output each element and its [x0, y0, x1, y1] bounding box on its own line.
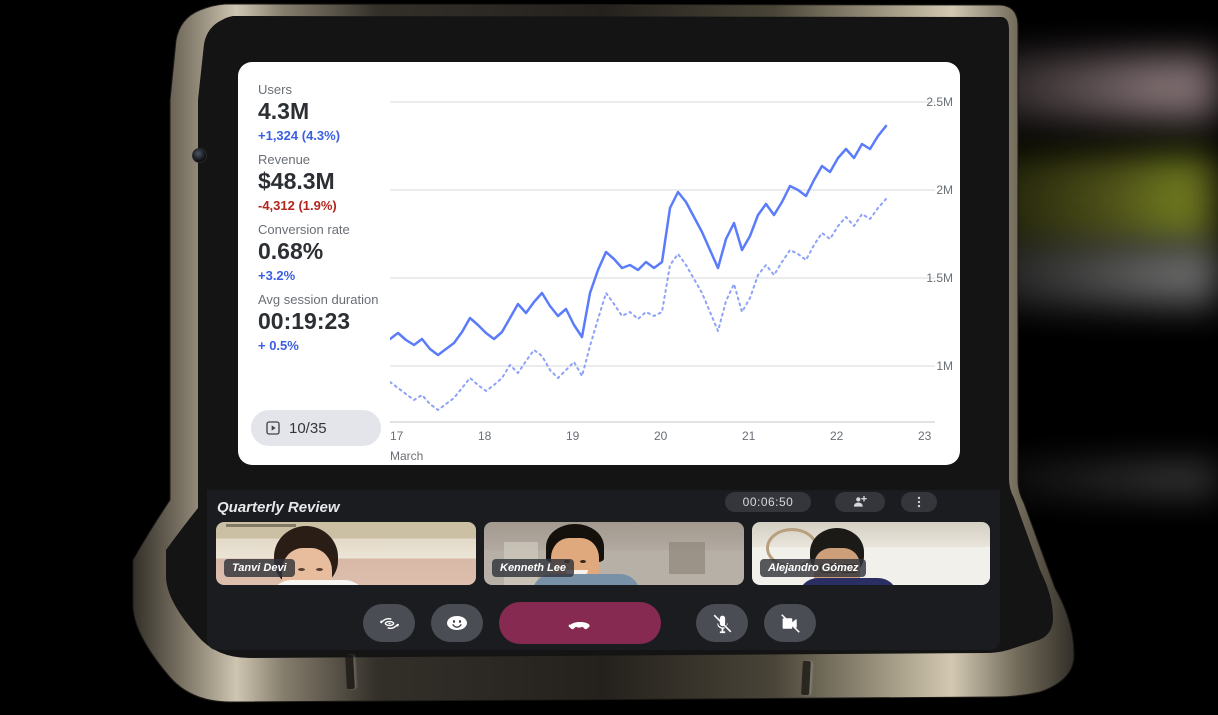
svg-text:22: 22 — [830, 429, 844, 443]
svg-text:19: 19 — [566, 429, 580, 443]
svg-text:March: March — [390, 449, 423, 462]
svg-text:17: 17 — [390, 429, 404, 443]
svg-text:23: 23 — [918, 429, 932, 443]
svg-text:18: 18 — [478, 429, 492, 443]
svg-text:2M: 2M — [936, 183, 953, 197]
svg-text:21: 21 — [742, 429, 756, 443]
svg-text:20: 20 — [654, 429, 668, 443]
svg-text:2.5M: 2.5M — [926, 95, 953, 109]
svg-text:1M: 1M — [936, 359, 953, 373]
svg-text:1.5M: 1.5M — [926, 271, 953, 285]
